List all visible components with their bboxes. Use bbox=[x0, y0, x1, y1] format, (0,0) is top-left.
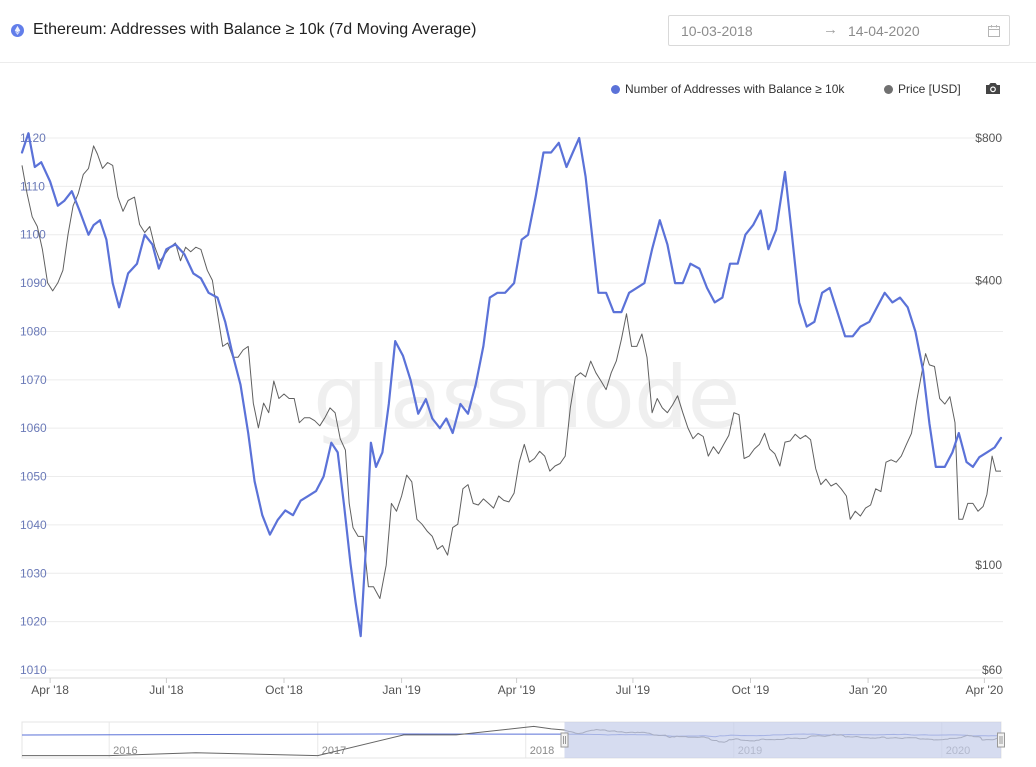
y-left-tick-label: 1050 bbox=[20, 470, 47, 484]
y-left-tick-label: 1030 bbox=[20, 566, 47, 580]
range-navigator[interactable]: 20162017201820192020 bbox=[0, 718, 1036, 763]
y-left-tick-label: 1010 bbox=[20, 663, 47, 677]
x-tick-label: Jul '19 bbox=[616, 683, 651, 697]
legend-dot-price bbox=[884, 85, 893, 94]
y-left-tick-label: 1090 bbox=[20, 276, 47, 290]
arrow-right-icon: → bbox=[823, 21, 838, 38]
main-chart: 1010 1020 1030 1040 1050 1060 1070 1080 1090 1100… bbox=[20, 131, 1004, 697]
addresses-series-line bbox=[20, 132, 1003, 638]
x-tick-label: Apr '19 bbox=[498, 683, 536, 697]
y-right-tick-label: $400 bbox=[975, 273, 1002, 287]
ethereum-icon bbox=[11, 24, 24, 37]
calendar-icon[interactable] bbox=[987, 24, 1001, 38]
chart-header: Ethereum: Addresses with Balance ≥ 10k (… bbox=[0, 0, 1036, 63]
navigator-handle[interactable] bbox=[997, 732, 1005, 748]
legend-label-price: Price [USD] bbox=[898, 82, 961, 96]
y-right-tick-label: $100 bbox=[975, 558, 1002, 572]
navigator-handle-grip bbox=[560, 732, 569, 748]
legend-item-addresses[interactable]: Number of Addresses with Balance ≥ 10k bbox=[611, 82, 844, 98]
legend-item-price[interactable]: Price [USD] bbox=[884, 82, 961, 98]
navigator-year-label: 2017 bbox=[322, 745, 346, 757]
x-tick-label: Jan '20 bbox=[849, 683, 888, 697]
x-tick-label: Oct '19 bbox=[732, 683, 770, 697]
navigator-year-label: 2016 bbox=[113, 745, 137, 757]
legend-dot-addresses bbox=[611, 85, 620, 94]
y-left-tick-label: 1120 bbox=[20, 131, 46, 145]
x-tick-label: Jan '19 bbox=[382, 683, 421, 697]
navigator-year-label: 2018 bbox=[530, 745, 554, 757]
y-left-tick-label: 1100 bbox=[20, 228, 46, 242]
y-right-tick-label: $60 bbox=[982, 663, 1002, 677]
y-left-tick-label: 1110 bbox=[20, 179, 45, 193]
x-tick-label: Oct '18 bbox=[265, 683, 303, 697]
y-left-tick-label: 1040 bbox=[20, 518, 47, 532]
navigator-selection bbox=[564, 722, 1001, 758]
date-end-input[interactable]: 14-04-2020 bbox=[848, 23, 920, 39]
y-left-tick-label: 1080 bbox=[20, 324, 47, 338]
x-tick-label: Jul '18 bbox=[149, 683, 184, 697]
price-series-line bbox=[21, 145, 1001, 599]
x-tick-label: Apr '18 bbox=[31, 683, 69, 697]
camera-icon[interactable] bbox=[985, 81, 1001, 95]
date-range-picker[interactable]: 10-03-2018 → 14-04-2020 bbox=[668, 15, 1010, 46]
y-left-tick-label: 1060 bbox=[20, 421, 47, 435]
legend-label-addresses: Number of Addresses with Balance ≥ 10k bbox=[625, 82, 845, 96]
y-left-tick-label: 1070 bbox=[20, 373, 47, 387]
x-tick-label: Apr '20 bbox=[966, 683, 1004, 697]
date-start-input[interactable]: 10-03-2018 bbox=[681, 23, 753, 39]
chart-title: Ethereum: Addresses with Balance ≥ 10k (… bbox=[33, 21, 477, 38]
y-right-tick-label: $800 bbox=[975, 131, 1002, 145]
y-left-tick-label: 1020 bbox=[20, 615, 47, 629]
navigator-handle[interactable] bbox=[560, 732, 569, 748]
navigator-handle-grip bbox=[997, 732, 1005, 748]
